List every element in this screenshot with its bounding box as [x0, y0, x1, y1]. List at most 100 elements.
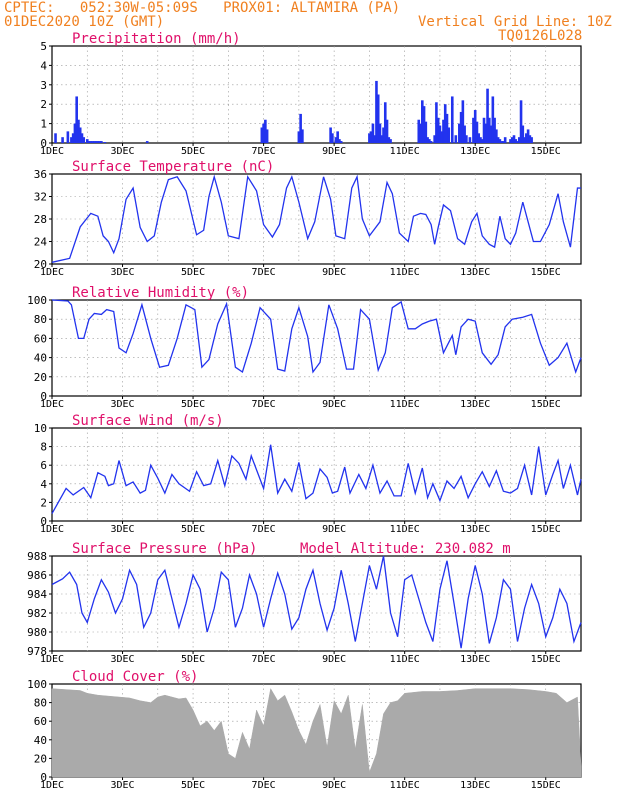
precipitation-bar	[145, 141, 149, 143]
humidity-ytick-label: 40	[34, 352, 47, 365]
precipitation-bar	[73, 123, 77, 143]
humidity-xtick-label: 3DEC	[110, 399, 134, 410]
precipitation-bar	[428, 139, 431, 143]
precipitation-bar	[264, 119, 267, 143]
precipitation-bar	[61, 137, 64, 143]
precipitation-bar	[94, 141, 98, 143]
humidity-xtick-label: 9DEC	[322, 399, 346, 410]
humidity-xtick-label: 1DEC	[40, 399, 64, 410]
precipitation-bar	[509, 139, 512, 143]
precipitation-bar	[491, 96, 495, 143]
precipitation-bar	[454, 135, 458, 143]
temperature-title: Surface Temperature (nC)	[72, 159, 274, 175]
precipitation-bar	[512, 135, 516, 143]
precipitation-bar	[75, 96, 78, 143]
precipitation-bar	[525, 133, 528, 143]
precipitation-xtick-label: 13DEC	[460, 146, 490, 157]
precipitation-bar	[70, 137, 73, 143]
precipitation-bar	[523, 137, 526, 143]
precipitation-bar	[91, 141, 94, 143]
precipitation-bar	[80, 133, 84, 143]
cloud-cover-ytick-label: 60	[34, 715, 47, 728]
temperature-xtick-label: 9DEC	[322, 267, 346, 278]
wind-frame	[51, 427, 582, 522]
product-code: TQ0126L028	[498, 28, 583, 44]
precipitation-bar	[299, 113, 302, 143]
precipitation-bar	[297, 131, 301, 143]
precipitation-bar	[387, 137, 391, 143]
cloud-cover-xtick-label: 9DEC	[322, 780, 346, 791]
precipitation-bar	[369, 131, 373, 143]
humidity-xtick-label: 15DEC	[531, 399, 561, 410]
precipitation-bar	[440, 131, 443, 143]
precipitation-bar	[516, 141, 519, 143]
precipitation-bar	[262, 123, 265, 143]
cloud-cover-ytick-label: 20	[34, 752, 47, 765]
precipitation-xtick-label: 5DEC	[181, 146, 205, 157]
precipitation-bar	[375, 80, 378, 143]
pressure-xtick-label: 7DEC	[252, 654, 276, 665]
precipitation-xtick-label: 1DEC	[40, 146, 64, 157]
humidity-xtick-label: 13DEC	[460, 399, 490, 410]
precipitation-bar	[482, 117, 486, 143]
precipitation-bar	[301, 129, 304, 143]
precipitation-bar	[521, 125, 525, 143]
precipitation-bar	[436, 117, 440, 143]
wind-ytick-label: 8	[40, 441, 47, 454]
precipitation-bar	[502, 141, 505, 143]
wind-ytick-label: 0	[40, 515, 47, 528]
pressure-ytick-label: 986	[27, 569, 47, 582]
temperature-xtick-label: 11DEC	[390, 267, 420, 278]
humidity-xtick-label: 5DEC	[181, 399, 205, 410]
pressure-xtick-label: 15DEC	[531, 654, 561, 665]
precipitation-bar	[465, 135, 468, 143]
precipitation-bar	[459, 111, 463, 143]
precipitation-bar	[472, 117, 475, 143]
precipitation-bar	[71, 133, 75, 143]
precipitation-bar	[517, 137, 521, 143]
pressure-xtick-label: 13DEC	[460, 654, 490, 665]
cloud-cover-area	[51, 687, 582, 778]
precipitation-bar	[378, 123, 382, 143]
precipitation-bar	[447, 127, 451, 143]
precipitation-bar	[265, 129, 269, 143]
precipitation-bar	[496, 137, 500, 143]
precipitation-bar	[85, 139, 89, 143]
precipitation-bar	[480, 139, 484, 143]
precipitation-bar	[98, 141, 101, 143]
pressure-series-line	[51, 555, 582, 649]
precipitation-bar	[514, 139, 518, 143]
pressure-title: Surface Pressure (hPa)	[72, 541, 257, 557]
precipitation-bar	[96, 141, 100, 143]
temperature-ytick-label: 20	[34, 258, 47, 271]
humidity-ytick-label: 0	[40, 390, 47, 403]
humidity-ytick-label: 60	[34, 332, 47, 345]
precipitation-bar	[429, 141, 433, 143]
precipitation-bar	[424, 121, 428, 143]
cloud-cover-ytick-label: 40	[34, 734, 47, 747]
temperature-xtick-label: 15DEC	[531, 267, 561, 278]
precipitation-bar	[526, 129, 530, 143]
precipitation-bar	[458, 123, 461, 143]
wind-xtick-label: 11DEC	[390, 524, 420, 535]
precipitation-bar	[389, 139, 392, 143]
wind-xtick-label: 9DEC	[322, 524, 346, 535]
humidity-ytick-label: 20	[34, 371, 47, 384]
wind-xtick-label: 1DEC	[40, 524, 64, 535]
cloud-cover-ytick-label: 80	[34, 697, 47, 710]
precipitation-bar	[260, 127, 264, 143]
precipitation-ytick-label: 3	[40, 79, 47, 92]
precipitation-bar	[450, 96, 454, 143]
precipitation-bar	[479, 137, 482, 143]
precipitation-bar	[368, 133, 371, 143]
header: CPTEC: 052:30W-05:09S PROX01: ALTAMIRA (…	[0, 0, 618, 46]
cloud-cover-xtick-label: 15DEC	[531, 780, 561, 791]
precipitation-bar	[435, 102, 438, 143]
precipitation-bar	[475, 121, 479, 143]
pressure-subtitle: Model Altitude: 230.082 m	[300, 541, 511, 557]
cloud-cover-xtick-label: 11DEC	[390, 780, 420, 791]
init-time: 01DEC2020 10Z (GMT)	[4, 14, 165, 30]
humidity-xtick-label: 7DEC	[252, 399, 276, 410]
precipitation-bar	[477, 133, 481, 143]
precipitation-bar	[530, 137, 533, 143]
